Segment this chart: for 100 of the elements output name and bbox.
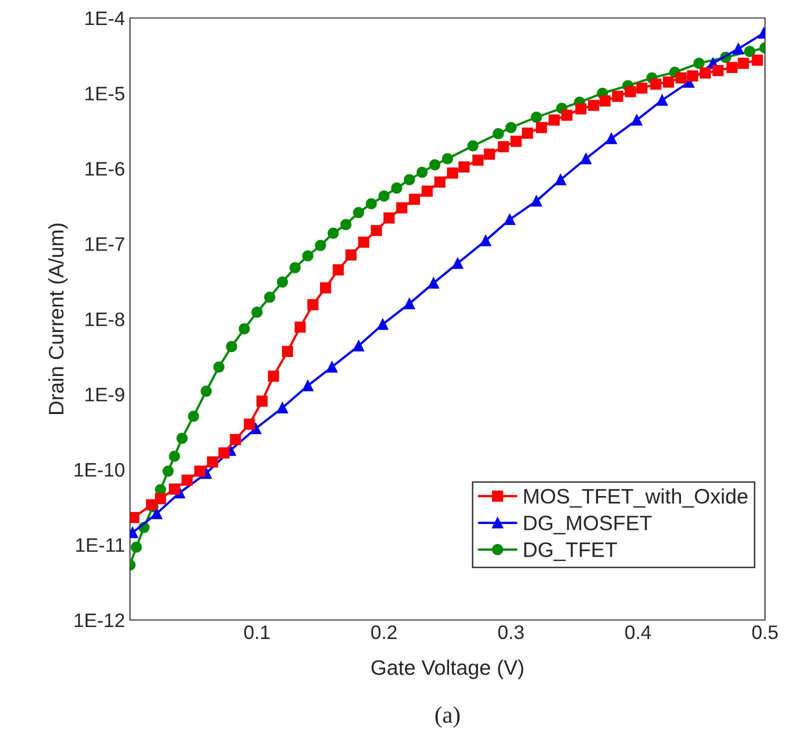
point <box>472 154 484 166</box>
point <box>290 262 301 274</box>
point <box>366 198 377 210</box>
point <box>154 493 166 504</box>
point <box>624 86 636 98</box>
point <box>276 276 288 288</box>
point <box>416 166 428 178</box>
point <box>452 258 464 269</box>
y-tick-label: 1E-7 <box>86 237 124 251</box>
y-tick-label: 1E-12 <box>74 613 124 628</box>
point <box>752 54 763 66</box>
point <box>693 58 705 69</box>
point <box>505 122 517 134</box>
point <box>200 386 212 397</box>
point <box>636 82 648 94</box>
point <box>467 140 478 152</box>
point <box>656 94 668 106</box>
point <box>492 128 504 140</box>
point <box>353 206 364 218</box>
point <box>676 72 687 84</box>
point <box>429 159 440 170</box>
point <box>530 195 542 207</box>
point <box>282 346 294 358</box>
point <box>428 278 440 289</box>
point <box>536 122 548 134</box>
x-tick-label: 0.5 <box>752 625 778 640</box>
point <box>650 78 662 90</box>
point <box>662 76 674 88</box>
x-axis-title: Gate Voltage (V) <box>372 660 524 680</box>
legend-label: DG_TFET <box>524 542 618 562</box>
x-tick-label: 0.2 <box>371 625 397 640</box>
point <box>332 264 344 276</box>
point <box>687 70 698 82</box>
point <box>404 298 415 310</box>
point <box>732 43 744 54</box>
point <box>712 65 724 76</box>
point <box>276 402 288 414</box>
point <box>358 236 370 248</box>
y-tick-label: 1E-8 <box>86 312 124 326</box>
point <box>238 323 250 334</box>
point <box>326 361 338 373</box>
point <box>345 249 357 260</box>
point <box>561 110 572 121</box>
point <box>404 174 415 186</box>
point <box>744 46 756 57</box>
point <box>700 67 711 79</box>
point <box>391 182 402 194</box>
point <box>434 176 446 188</box>
point <box>612 90 624 102</box>
point <box>244 418 255 430</box>
point <box>268 370 280 382</box>
point <box>302 250 314 262</box>
point <box>599 95 611 107</box>
point <box>230 434 241 446</box>
x-tick-label: 0.4 <box>625 625 651 640</box>
point <box>522 128 534 139</box>
point <box>458 161 470 172</box>
point <box>264 292 276 303</box>
point <box>294 322 306 333</box>
point <box>548 114 560 126</box>
point <box>130 542 142 553</box>
point <box>218 447 230 458</box>
point <box>188 410 200 422</box>
point <box>328 228 339 239</box>
point <box>554 174 566 186</box>
x-tick-label: 0.1 <box>244 625 270 640</box>
y-axis-title: Drain Current (A/um) <box>48 224 68 414</box>
point <box>182 474 193 486</box>
point <box>176 432 188 444</box>
point <box>213 361 224 373</box>
point <box>168 450 180 462</box>
point <box>631 114 642 126</box>
point <box>314 240 326 251</box>
point <box>251 306 263 318</box>
point <box>504 214 516 226</box>
point <box>510 136 522 147</box>
y-tick-label: 1E-4 <box>86 12 125 26</box>
point <box>378 190 390 202</box>
y-tick-label: 1E-5 <box>86 86 124 100</box>
point <box>384 212 395 224</box>
text: (a) <box>435 706 460 728</box>
y-tick-label: 1E-6 <box>86 162 124 176</box>
point <box>307 299 318 310</box>
point <box>194 466 206 477</box>
point <box>320 282 332 294</box>
point <box>480 235 492 246</box>
point <box>256 396 268 407</box>
point <box>162 466 174 477</box>
point <box>353 340 364 352</box>
point <box>370 224 382 236</box>
point <box>340 218 352 230</box>
point <box>498 141 509 152</box>
point <box>422 186 433 197</box>
legend-label: MOS_TFET_with_Oxide <box>524 488 748 508</box>
point <box>447 167 458 179</box>
y-tick-label: 1E-11 <box>76 538 124 552</box>
x-tick-label: 0.3 <box>498 625 524 640</box>
point <box>408 194 420 205</box>
point <box>206 456 218 468</box>
point <box>396 202 408 214</box>
